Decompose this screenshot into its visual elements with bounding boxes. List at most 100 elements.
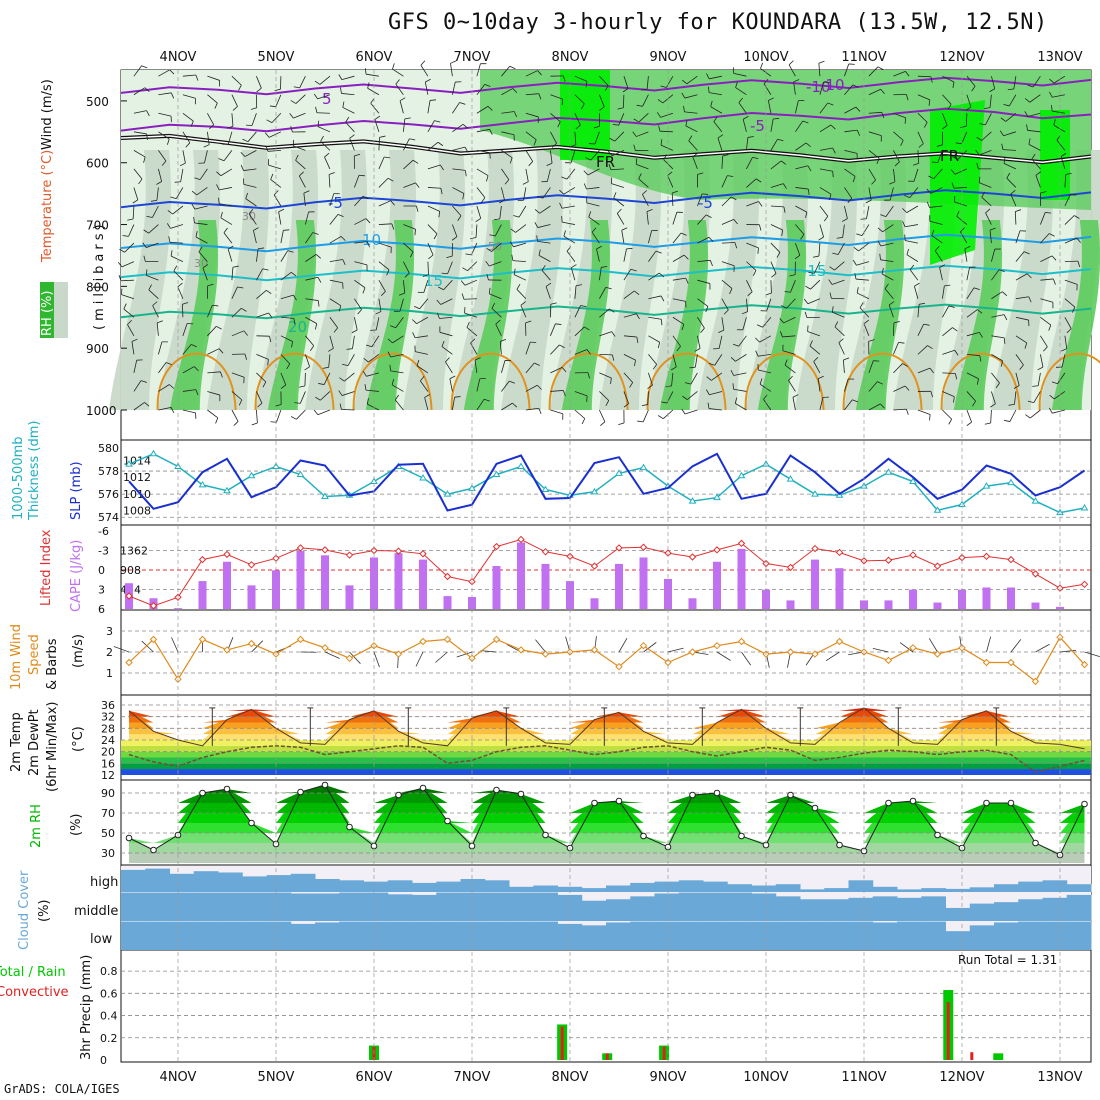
wind-barb-flag — [328, 172, 335, 175]
rh-point — [199, 789, 206, 797]
cloud-cell — [387, 894, 413, 921]
cloud-cell — [921, 888, 946, 892]
wind-barb — [158, 150, 167, 162]
wind-barb-flag — [984, 107, 991, 110]
wind-barb — [819, 124, 832, 133]
wind-barb — [642, 194, 649, 207]
precip-tick-label: 0.2 — [100, 1032, 118, 1045]
wind-barb — [378, 156, 385, 170]
wind-barb — [672, 354, 677, 368]
wind10-point — [909, 644, 917, 652]
cloud-cell — [775, 884, 801, 892]
wind-barb — [550, 323, 556, 336]
wind-barb-flag — [500, 338, 507, 342]
wind-barb-flag — [138, 178, 143, 185]
cloud-cell — [533, 921, 558, 950]
wind10-barb — [480, 650, 497, 653]
wind-barb — [251, 113, 257, 126]
wind-barb-flag — [399, 97, 406, 102]
wind10-barb — [928, 638, 938, 653]
cloud-cell — [751, 921, 777, 950]
wind-barb — [893, 112, 906, 119]
thickness-point — [909, 477, 917, 484]
cloud-cell — [218, 921, 243, 950]
wind-barb-flag — [528, 161, 534, 167]
wind-barb — [491, 308, 502, 318]
contour-label: -5 — [328, 194, 343, 212]
wind-barb-flag — [634, 290, 640, 295]
wind-barb — [476, 168, 489, 176]
wind-barb-flag — [808, 271, 815, 274]
wind-barb-flag — [608, 163, 612, 170]
wind-barb — [133, 380, 142, 392]
wind-barb — [278, 211, 282, 225]
wind-barb-flag — [123, 303, 127, 310]
thickness-point — [296, 470, 305, 478]
wind-barb — [342, 107, 355, 114]
wind-barb-flag — [793, 79, 800, 83]
wind-barb — [450, 63, 453, 77]
wind-barb — [120, 279, 134, 282]
wind-barb-flag — [927, 345, 933, 350]
wind-barb — [416, 316, 429, 325]
wind-barb-flag — [216, 325, 222, 330]
wind-barb — [525, 362, 535, 374]
precip-tick-label: 0.8 — [100, 965, 118, 978]
wind-barb — [194, 222, 208, 225]
wind-barb-flag — [601, 266, 608, 268]
wind-barb-flag — [865, 199, 872, 204]
wind-barb-flag — [641, 88, 648, 91]
wind-barb-flag — [685, 119, 688, 126]
wind-barb-flag — [146, 110, 150, 117]
rh-fill — [129, 785, 1085, 813]
thickness-point — [125, 460, 133, 467]
cloud-cell — [800, 899, 825, 921]
wind-barb-flag — [1027, 84, 1034, 88]
li-point — [492, 542, 501, 551]
wind-barb-flag — [424, 394, 431, 398]
wind-barb — [420, 65, 429, 77]
wind-barb-flag — [293, 294, 297, 301]
wind-barb-flag — [258, 247, 265, 250]
wind-barb — [817, 378, 821, 392]
cape-bar — [321, 555, 329, 609]
temp-tick-label: 12 — [101, 769, 115, 782]
wind-barb — [525, 150, 534, 162]
wind-barb — [1010, 193, 1017, 207]
cloud-cell — [969, 903, 995, 921]
wind-barb-flag — [291, 341, 293, 348]
rh-plume-mid — [844, 150, 907, 410]
cloud-cell — [1066, 894, 1092, 921]
wind-barb-flag — [752, 270, 757, 276]
thickness-tick-label: 578 — [98, 465, 119, 478]
wind-barb-flag — [880, 403, 885, 409]
cloud-cell — [872, 922, 898, 950]
wind-barb-flag — [733, 219, 738, 225]
wind10-point — [419, 637, 427, 646]
wind-barb — [329, 193, 335, 207]
wind-barb-flag — [588, 211, 592, 218]
wind-barb — [1005, 112, 1017, 122]
wind-barb-flag — [245, 192, 249, 199]
wind-barb — [305, 354, 310, 367]
wind-barb-flag — [805, 285, 811, 290]
wind-barb-flag — [776, 252, 781, 258]
wind-barb — [590, 150, 600, 161]
wind-barb-flag — [605, 400, 610, 406]
cloud-cell — [775, 921, 801, 950]
wind-barb-flag — [852, 84, 859, 88]
cloud-cell — [145, 921, 170, 950]
cape-bar — [884, 600, 893, 609]
day-label-bottom: 11NOV — [841, 1070, 886, 1085]
wind-barb-flag — [788, 60, 794, 66]
cloud-cell — [509, 892, 534, 921]
wind-barb-flag — [313, 93, 318, 100]
wind-barb-flag — [314, 323, 318, 330]
wind-barb — [424, 81, 429, 95]
wind-barb — [782, 335, 796, 338]
li-point — [394, 547, 403, 555]
cloud-cell — [606, 899, 631, 921]
wind10-point — [321, 644, 329, 652]
cloud-cell — [169, 921, 195, 950]
